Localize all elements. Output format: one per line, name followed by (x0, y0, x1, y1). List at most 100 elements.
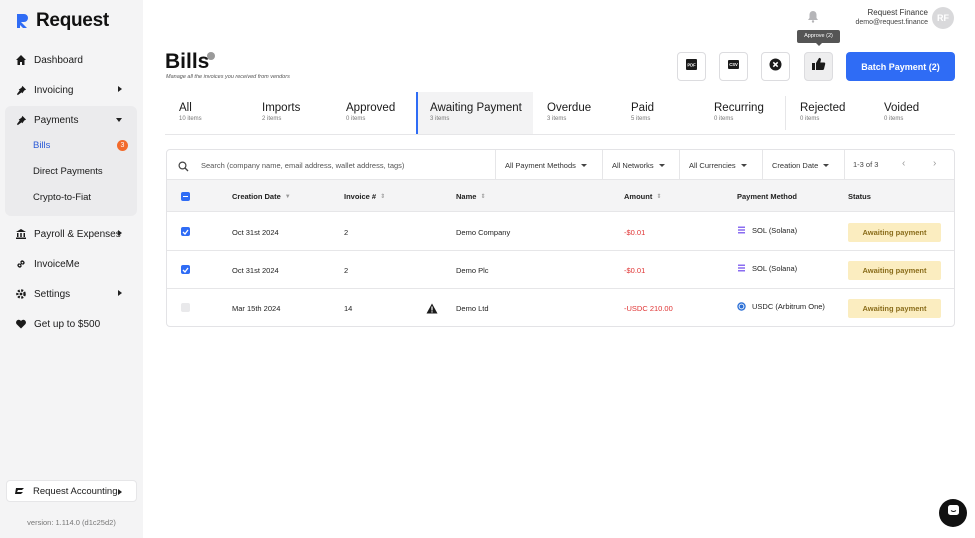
row-checkbox[interactable] (181, 227, 190, 236)
cell-amount: -$0.01 (624, 266, 646, 275)
table-row[interactable]: Oct 31st 2024 2 Demo Company -$0.01 SOL … (167, 213, 954, 251)
export-csv-button[interactable]: CSV (719, 52, 748, 81)
sidebar-item-settings[interactable]: Settings (14, 284, 130, 304)
column-label: Name (456, 192, 477, 201)
tab-count: 5 items (631, 116, 651, 122)
filter-label: All Networks (612, 160, 654, 170)
sidebar-item-label: Get up to $500 (34, 318, 101, 330)
tab-imports[interactable]: Imports 2 items (248, 92, 332, 134)
filter-label: All Currencies (689, 160, 736, 170)
cell-invoice: 14 (344, 304, 353, 313)
tab-label: Imports (262, 102, 301, 114)
tab-label: Overdue (547, 102, 592, 114)
sidebar-item-referral[interactable]: Get up to $500 (14, 314, 130, 334)
logo[interactable]: Request (16, 10, 109, 32)
thumbs-up-icon (811, 57, 826, 76)
networks-filter[interactable]: All Networks (602, 150, 679, 180)
tab-approved[interactable]: Approved 0 items (332, 92, 416, 134)
sidebar-item-invoicing[interactable]: Invoicing (14, 80, 130, 100)
table-row[interactable]: Oct 31st 2024 2 Demo Plc -$0.01 SOL (Sol… (167, 251, 954, 289)
payment-method-label: SOL (Solana) (752, 226, 798, 235)
avatar[interactable]: RF (932, 7, 954, 29)
cell-date: Oct 31st 2024 (232, 228, 279, 237)
heart-icon (14, 317, 28, 331)
column-creation-date[interactable]: Creation Date ▼ (232, 192, 291, 201)
currencies-filter[interactable]: All Currencies (679, 150, 762, 180)
bank-icon (14, 227, 28, 241)
sidebar-item-dashboard[interactable]: Dashboard (14, 50, 130, 70)
request-accounting-button[interactable]: Request Accounting (6, 480, 137, 502)
cell-name: Demo Plc (456, 266, 489, 275)
tab-paid[interactable]: Paid 5 items (617, 92, 700, 134)
search-input[interactable] (201, 158, 491, 172)
chevron-down-icon (823, 163, 830, 167)
app-version: version: 1.114.0 (d1c25d2) (27, 518, 116, 527)
approve-button[interactable] (804, 52, 833, 81)
sidebar-item-payments[interactable]: Payments (14, 110, 130, 130)
prev-page-icon[interactable]: ‹ (902, 158, 906, 169)
link-icon (14, 257, 28, 271)
reject-button[interactable] (761, 52, 790, 81)
sidebar-item-invoiceme[interactable]: InvoiceMe (14, 254, 130, 274)
cell-name: Demo Company (456, 228, 511, 237)
tab-rejected[interactable]: Rejected 0 items (786, 92, 870, 134)
tab-all[interactable]: All 10 items (165, 92, 248, 134)
tab-voided[interactable]: Voided 0 items (870, 92, 955, 134)
column-label: Status (848, 192, 871, 201)
next-page-icon[interactable]: › (933, 158, 937, 169)
row-checkbox[interactable] (181, 303, 190, 312)
warning-icon[interactable] (426, 301, 438, 319)
chevron-down-icon (580, 163, 587, 167)
support-chat-button[interactable] (939, 499, 967, 527)
row-checkbox[interactable] (181, 265, 190, 274)
sidebar-subitem-bills[interactable]: Bills (33, 140, 51, 151)
accounting-logo-icon (15, 486, 27, 496)
approve-tooltip: Approve (2) (797, 30, 840, 46)
column-amount[interactable]: Amount ⇕ (624, 192, 661, 201)
cell-payment-method: SOL (Solana) (737, 264, 797, 273)
payment-methods-filter[interactable]: All Payment Methods (495, 150, 602, 180)
usdc-arbitrum-icon (737, 302, 746, 311)
sidebar-subitem-crypto-to-fiat[interactable]: Crypto-to-Fiat (33, 192, 92, 203)
sidebar: Request Dashboard Invoicing Payments Bil… (0, 0, 143, 538)
chevron-down-icon (658, 163, 665, 167)
solana-icon (737, 226, 746, 235)
column-label: Amount (624, 192, 653, 201)
pager-container (844, 150, 954, 180)
tab-divider (785, 96, 786, 130)
tab-overdue[interactable]: Overdue 3 items (533, 92, 617, 134)
column-invoice-number[interactable]: Invoice # ⇕ (344, 192, 385, 201)
pagination-range: 1-3 of 3 (853, 160, 879, 169)
info-icon[interactable] (207, 52, 215, 60)
select-all-checkbox[interactable] (181, 192, 190, 201)
sidebar-item-label: Settings (34, 288, 71, 300)
chevron-down-icon (740, 163, 747, 167)
sort-icon: ⇕ (656, 194, 662, 200)
date-sort-filter[interactable]: Creation Date (762, 150, 844, 180)
filter-bar: All Payment Methods All Networks All Cur… (167, 150, 954, 180)
tab-awaiting-payment[interactable]: Awaiting Payment 3 items (416, 92, 533, 134)
filter-label: All Payment Methods (505, 160, 576, 170)
export-pdf-button[interactable]: PDF (677, 52, 706, 81)
tab-count: 3 items (547, 116, 567, 122)
user-info[interactable]: Request Finance demo@request.finance (856, 8, 928, 26)
batch-payment-button[interactable]: Batch Payment (2) (846, 52, 955, 81)
tab-count: 3 items (430, 116, 450, 122)
pdf-icon-label: PDF (687, 62, 696, 67)
check-icon (182, 229, 189, 235)
tab-count: 2 items (262, 116, 282, 122)
column-name[interactable]: Name ⇕ (456, 192, 485, 201)
cell-invoice: 2 (344, 266, 349, 275)
cell-name: Demo Ltd (456, 304, 489, 313)
sort-desc-icon: ▼ (284, 193, 291, 200)
table-row[interactable]: Mar 15th 2024 14 Demo Ltd -USDC 210.00 U… (167, 289, 954, 327)
tab-recurring[interactable]: Recurring 0 items (700, 92, 785, 134)
bell-icon[interactable] (807, 10, 819, 28)
sidebar-item-label: Invoicing (34, 84, 74, 96)
request-accounting-label: Request Accounting (33, 485, 118, 497)
tab-label: Rejected (800, 102, 846, 114)
sidebar-subitem-direct-payments[interactable]: Direct Payments (33, 166, 103, 177)
sidebar-item-label: Payments (34, 114, 79, 126)
sidebar-item-payroll-expenses[interactable]: Payroll & Expenses (14, 224, 130, 244)
cell-payment-method: SOL (Solana) (737, 226, 797, 235)
